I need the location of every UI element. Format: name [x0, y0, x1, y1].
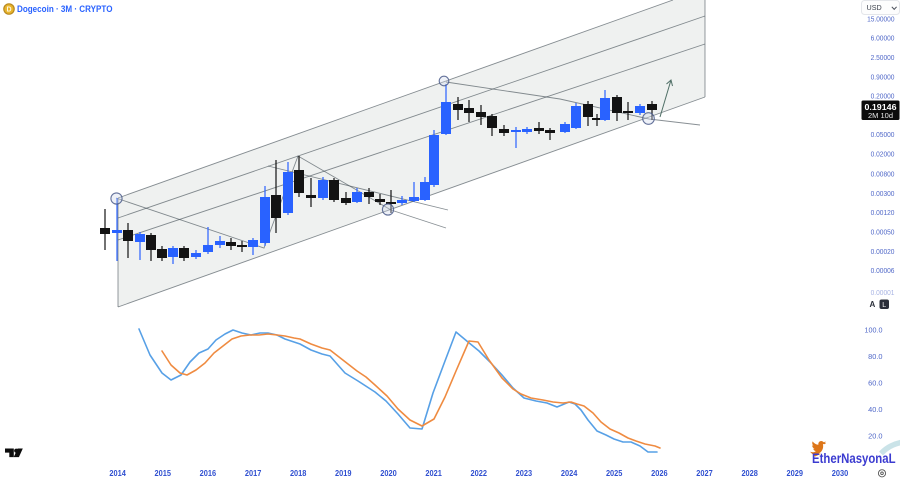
svg-text:2014: 2014 — [109, 469, 126, 478]
svg-text:2015: 2015 — [155, 469, 172, 478]
svg-text:2019: 2019 — [335, 469, 352, 478]
svg-text:2024: 2024 — [561, 469, 578, 478]
svg-text:100.0: 100.0 — [865, 327, 883, 334]
svg-text:15.00000: 15.00000 — [867, 16, 894, 23]
svg-text:0.00001: 0.00001 — [871, 290, 895, 297]
svg-text:2022: 2022 — [471, 469, 488, 478]
svg-text:2018: 2018 — [290, 469, 307, 478]
svg-text:Dogecoin · 3M · CRYPTO: Dogecoin · 3M · CRYPTO — [17, 4, 113, 14]
svg-text:0.00800: 0.00800 — [871, 171, 895, 178]
svg-text:USD: USD — [867, 3, 882, 12]
svg-text:0.02000: 0.02000 — [871, 152, 895, 159]
svg-text:2027: 2027 — [696, 469, 713, 478]
svg-text:0.00300: 0.00300 — [871, 191, 895, 198]
svg-text:A: A — [870, 300, 876, 309]
svg-text:EtherNasyonaL: EtherNasyonaL — [812, 451, 896, 466]
svg-text:2017: 2017 — [245, 469, 262, 478]
svg-text:2030: 2030 — [832, 469, 849, 478]
svg-text:L: L — [882, 302, 886, 309]
svg-text:0.00050: 0.00050 — [871, 230, 895, 237]
svg-text:0.19146: 0.19146 — [865, 102, 897, 112]
svg-text:D: D — [6, 7, 11, 14]
svg-text:0.00020: 0.00020 — [871, 249, 895, 256]
svg-text:2028: 2028 — [741, 469, 758, 478]
svg-text:2026: 2026 — [651, 469, 668, 478]
svg-text:2023: 2023 — [516, 469, 533, 478]
svg-text:2021: 2021 — [425, 469, 442, 478]
svg-text:6.00000: 6.00000 — [871, 36, 895, 43]
svg-text:80.0: 80.0 — [868, 354, 883, 361]
svg-text:2016: 2016 — [200, 469, 217, 478]
svg-text:0.00006: 0.00006 — [871, 268, 895, 275]
svg-text:20.0: 20.0 — [868, 433, 883, 440]
svg-text:0.00120: 0.00120 — [871, 210, 895, 217]
svg-text:2025: 2025 — [606, 469, 623, 478]
svg-text:0.90000: 0.90000 — [871, 74, 895, 81]
svg-text:60.0: 60.0 — [868, 380, 883, 387]
svg-text:2029: 2029 — [787, 469, 804, 478]
svg-text:0.05000: 0.05000 — [871, 132, 895, 139]
svg-text:2.50000: 2.50000 — [871, 55, 895, 62]
svg-text:0.20000: 0.20000 — [871, 94, 895, 101]
svg-text:2M 10d: 2M 10d — [868, 113, 893, 120]
svg-text:40.0: 40.0 — [868, 407, 883, 414]
svg-text:2020: 2020 — [380, 469, 397, 478]
